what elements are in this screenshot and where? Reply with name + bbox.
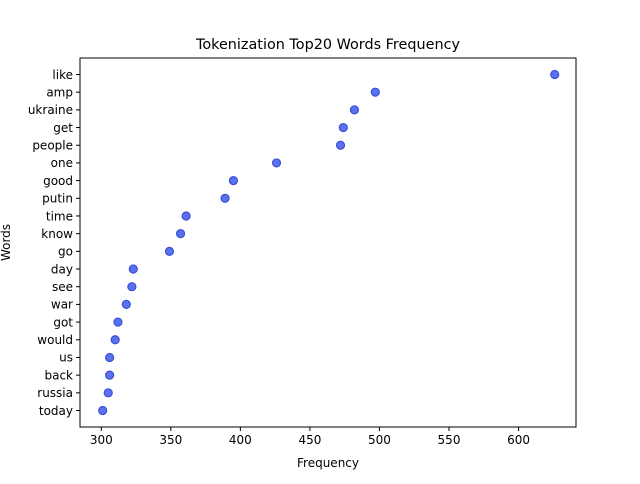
x-tick-label-500: 500 <box>368 433 391 447</box>
axes-frame <box>79 57 577 428</box>
y-tick-label-day: day <box>51 262 73 276</box>
data-point-know <box>175 229 186 239</box>
data-point-like <box>550 69 560 80</box>
y-tick-label-russia: russia <box>37 386 73 400</box>
y-tick-label-time: time <box>46 209 73 223</box>
y-tick-label-ukraine: ukraine <box>28 103 73 117</box>
y-tick-label-one: one <box>51 156 73 170</box>
data-point-war <box>121 299 131 309</box>
y-tick-label-would: would <box>37 333 73 347</box>
y-tick-label-people: people <box>32 139 73 153</box>
y-axis-label: Words <box>0 224 13 261</box>
data-point-would <box>110 335 120 345</box>
data-point-people <box>335 140 346 150</box>
data-point-back <box>105 370 115 380</box>
data-point-got <box>113 317 123 327</box>
y-tick-label-see: see <box>52 280 73 294</box>
data-point-putin <box>220 193 230 203</box>
data-point-time <box>181 211 191 221</box>
x-tick-label-600: 600 <box>507 433 530 447</box>
data-point-russia <box>103 388 113 398</box>
data-point-see <box>127 282 137 292</box>
data-point-ukraine <box>349 105 360 115</box>
y-tick-label-good: good <box>43 174 73 188</box>
data-point-us <box>105 352 115 363</box>
data-point-get <box>338 122 348 133</box>
y-tick-label-today: today <box>39 404 73 418</box>
data-point-day <box>128 264 138 274</box>
y-tick-label-back: back <box>44 368 73 382</box>
y-tick-label-got: got <box>53 315 73 329</box>
x-tick-label-450: 450 <box>298 433 321 447</box>
x-tick-label-300: 300 <box>90 433 113 447</box>
y-tick-label-go: go <box>58 245 73 259</box>
y-tick-label-like: like <box>52 68 73 82</box>
data-point-one <box>271 158 282 168</box>
plot-area: 300 350 400 450 500 550 600 like amp ukraine get pe… <box>28 68 560 447</box>
y-tick-label-war: war <box>51 298 73 312</box>
x-tick-label-350: 350 <box>159 433 182 447</box>
y-tick-label-know: know <box>41 227 73 241</box>
x-tick-label-400: 400 <box>229 433 252 447</box>
y-tick-label-us: us <box>59 351 73 365</box>
data-point-amp <box>370 87 380 97</box>
y-tick-label-putin: putin <box>42 192 73 206</box>
chart-title: Tokenization Top20 Words Frequency <box>195 37 461 53</box>
data-point-today <box>98 405 108 416</box>
data-point-good <box>228 176 239 186</box>
x-axis-label: Frequency <box>297 456 359 470</box>
y-tick-label-amp: amp <box>46 85 73 99</box>
x-tick-label-550: 550 <box>438 433 461 447</box>
data-point-go <box>164 246 175 256</box>
y-tick-label-get: get <box>53 121 73 135</box>
